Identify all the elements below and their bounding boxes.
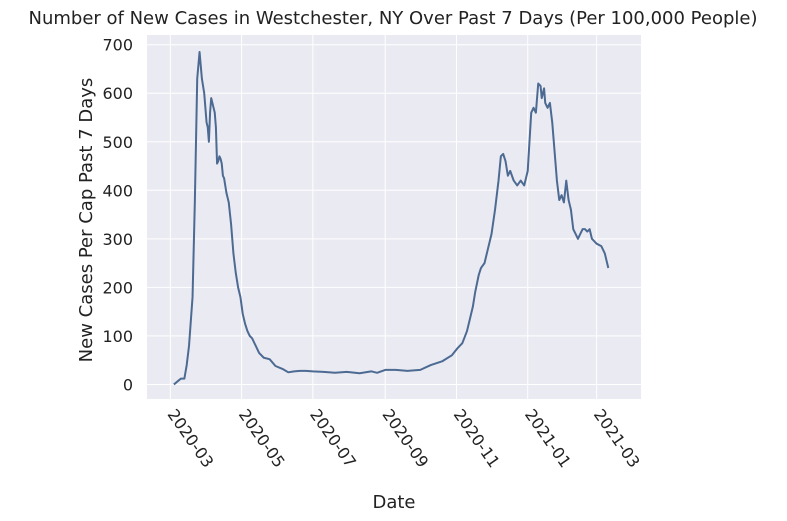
grid-lines xyxy=(147,35,641,399)
x-axis-label: Date xyxy=(372,492,415,513)
x-tick-label: 2020-11 xyxy=(450,405,504,471)
plot-area xyxy=(147,35,641,399)
x-tick-label: 2020-07 xyxy=(306,405,360,471)
x-tick-labels: 2020-03 2020-05 2020-07 2020-09 2020-11 2021-… xyxy=(164,405,644,471)
y-tick-label: 700 xyxy=(102,36,133,55)
series-line xyxy=(173,50,610,386)
x-tick-label: 2020-09 xyxy=(379,405,433,471)
x-tick-label: 2021-01 xyxy=(521,405,575,471)
x-tick-label: 2020-03 xyxy=(164,405,218,471)
y-tick-labels: 0 100 200 300 400 500 600 700 xyxy=(102,36,133,395)
x-tick-label: 2020-05 xyxy=(235,405,289,471)
y-tick-label: 200 xyxy=(102,278,133,297)
y-tick-label: 300 xyxy=(102,230,133,249)
y-tick-label: 400 xyxy=(102,181,133,200)
y-tick-label: 600 xyxy=(102,84,133,103)
y-tick-label: 100 xyxy=(102,327,133,346)
y-axis-label: New Cases Per Cap Past 7 Days xyxy=(76,78,97,363)
y-tick-label: 500 xyxy=(102,133,133,152)
x-tick-label: 2021-03 xyxy=(590,405,644,471)
chart-title: Number of New Cases in Westchester, NY O… xyxy=(28,8,757,29)
y-tick-label: 0 xyxy=(123,375,133,394)
